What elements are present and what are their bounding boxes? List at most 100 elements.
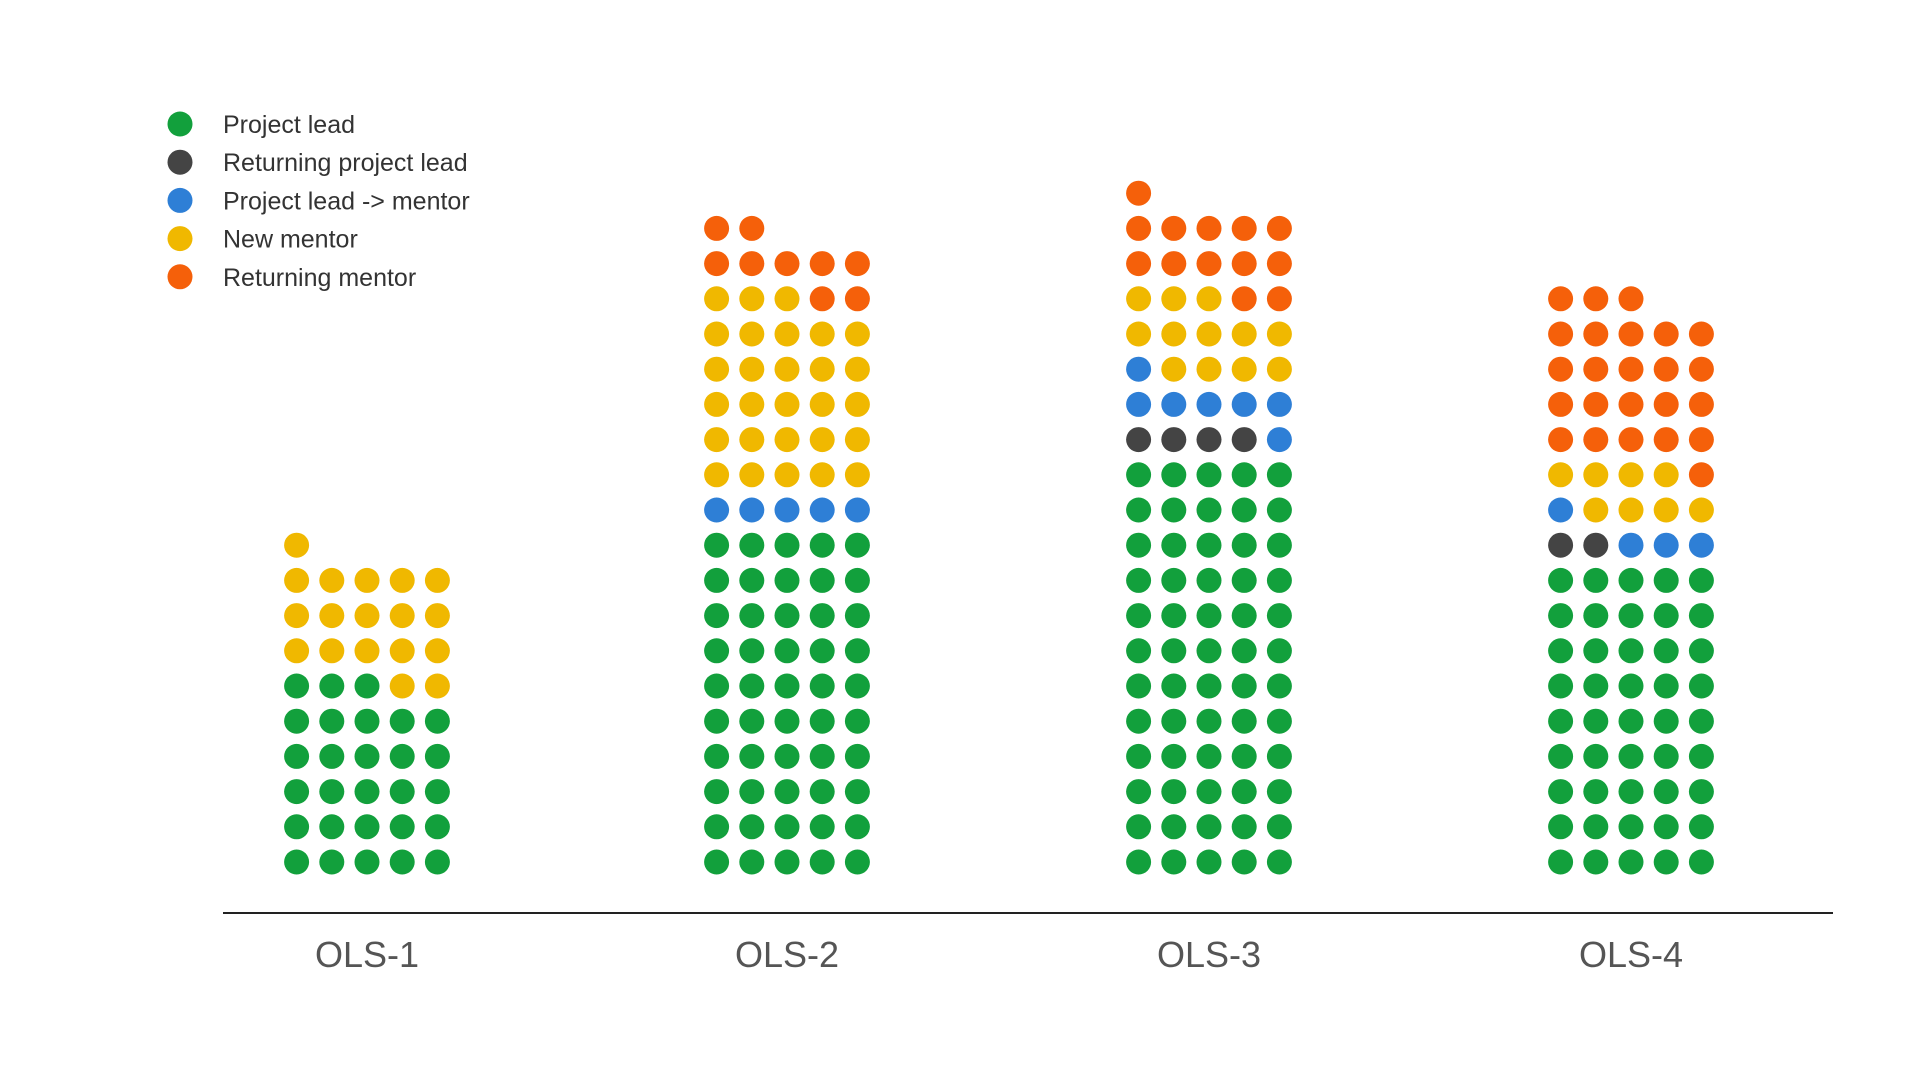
- dot-project-lead: [1618, 814, 1644, 840]
- dot-project-lead: [389, 743, 415, 769]
- dot-returning-mentor: [1653, 321, 1679, 347]
- dot-project-lead: [844, 814, 870, 840]
- dot-returning-mentor: [1126, 215, 1152, 241]
- dot-project-lead-mentor: [1266, 391, 1292, 417]
- dot-project-lead: [1266, 638, 1292, 664]
- dot-new-mentor: [739, 391, 765, 417]
- dot-project-lead: [1583, 779, 1609, 805]
- dot-project-lead: [1161, 462, 1187, 488]
- dot-project-lead: [1688, 567, 1714, 593]
- dot-project-lead: [704, 708, 730, 734]
- dot-new-mentor: [424, 638, 450, 664]
- dot-returning-mentor: [1231, 286, 1257, 312]
- dot-project-lead: [774, 567, 800, 593]
- dot-project-lead: [1266, 814, 1292, 840]
- dot-project-lead: [739, 673, 765, 699]
- dot-project-lead: [739, 603, 765, 629]
- dot-project-lead: [1583, 849, 1609, 875]
- dot-project-lead: [844, 779, 870, 805]
- dot-project-lead: [704, 849, 730, 875]
- dot-project-lead: [774, 708, 800, 734]
- dot-project-lead: [1161, 708, 1187, 734]
- dot-project-lead-mentor: [1161, 391, 1187, 417]
- dot-project-lead: [1618, 743, 1644, 769]
- dot-project-lead: [1266, 849, 1292, 875]
- dot-project-lead: [1688, 708, 1714, 734]
- dot-returning-project-lead: [1548, 532, 1574, 558]
- dot-project-lead: [319, 779, 345, 805]
- dot-project-lead: [1231, 638, 1257, 664]
- dot-returning-project-lead: [1126, 427, 1152, 453]
- dot-project-lead: [844, 567, 870, 593]
- dot-project-lead: [1196, 567, 1222, 593]
- dot-project-lead-mentor: [1126, 356, 1152, 382]
- dot-project-lead: [1618, 638, 1644, 664]
- dot-returning-project-lead: [1161, 427, 1187, 453]
- dot-project-lead: [1161, 638, 1187, 664]
- dot-project-lead: [1231, 603, 1257, 629]
- dot-project-lead: [1548, 708, 1574, 734]
- dot-project-lead: [284, 673, 310, 699]
- dot-project-lead: [1583, 638, 1609, 664]
- x-tick-label-ols-4: OLS-4: [1579, 934, 1683, 975]
- dot-project-lead: [1266, 673, 1292, 699]
- dot-project-lead: [774, 532, 800, 558]
- x-tick-label-ols-1: OLS-1: [315, 934, 419, 975]
- dot-project-lead: [704, 638, 730, 664]
- dot-project-lead: [1126, 462, 1152, 488]
- dot-returning-mentor: [1618, 391, 1644, 417]
- dot-returning-mentor: [844, 251, 870, 277]
- dot-project-lead-mentor: [1196, 391, 1222, 417]
- dot-project-lead: [1126, 673, 1152, 699]
- dot-project-lead: [704, 532, 730, 558]
- dot-returning-project-lead: [1196, 427, 1222, 453]
- dot-project-lead: [1126, 638, 1152, 664]
- dot-project-lead: [1126, 532, 1152, 558]
- dot-new-mentor: [739, 356, 765, 382]
- dot-project-lead-mentor: [1688, 532, 1714, 558]
- legend-swatch-project-lead: [167, 111, 193, 137]
- legend-label-project-lead: Project lead: [223, 111, 355, 139]
- dot-new-mentor: [1583, 497, 1609, 523]
- dot-returning-mentor: [1583, 427, 1609, 453]
- dot-new-mentor: [1688, 497, 1714, 523]
- legend-swatch-returning-project-lead: [167, 149, 193, 175]
- dot-project-lead: [1583, 708, 1609, 734]
- dot-project-lead: [1231, 708, 1257, 734]
- dot-project-lead: [1161, 532, 1187, 558]
- dot-project-lead: [1196, 849, 1222, 875]
- dot-project-lead: [1653, 743, 1679, 769]
- dot-new-mentor: [319, 567, 345, 593]
- dot-returning-mentor: [1618, 321, 1644, 347]
- dot-new-mentor: [704, 286, 730, 312]
- dot-project-lead: [1548, 743, 1574, 769]
- dot-returning-project-lead: [1583, 532, 1609, 558]
- dot-new-mentor: [389, 673, 415, 699]
- dot-project-lead: [1653, 814, 1679, 840]
- dot-project-lead: [1161, 603, 1187, 629]
- dot-new-mentor: [1266, 321, 1292, 347]
- dot-returning-mentor: [1548, 427, 1574, 453]
- dot-project-lead: [844, 743, 870, 769]
- dot-project-lead: [1161, 743, 1187, 769]
- dot-new-mentor: [1653, 497, 1679, 523]
- dot-returning-mentor: [1548, 391, 1574, 417]
- dot-project-lead: [774, 814, 800, 840]
- dot-returning-mentor: [1653, 356, 1679, 382]
- dot-project-lead-mentor: [809, 497, 835, 523]
- dot-returning-mentor: [844, 286, 870, 312]
- dot-project-lead: [354, 708, 380, 734]
- dot-project-lead: [1231, 567, 1257, 593]
- dot-project-lead: [809, 638, 835, 664]
- dot-new-mentor: [704, 391, 730, 417]
- dot-new-mentor: [844, 462, 870, 488]
- dot-project-lead: [1618, 849, 1644, 875]
- dot-project-lead: [1618, 779, 1644, 805]
- dot-project-lead: [1231, 743, 1257, 769]
- dot-project-lead: [1126, 603, 1152, 629]
- dot-new-mentor: [1196, 286, 1222, 312]
- dot-returning-mentor: [1583, 321, 1609, 347]
- dot-new-mentor: [424, 673, 450, 699]
- legend-swatch-project-lead-mentor: [167, 187, 193, 213]
